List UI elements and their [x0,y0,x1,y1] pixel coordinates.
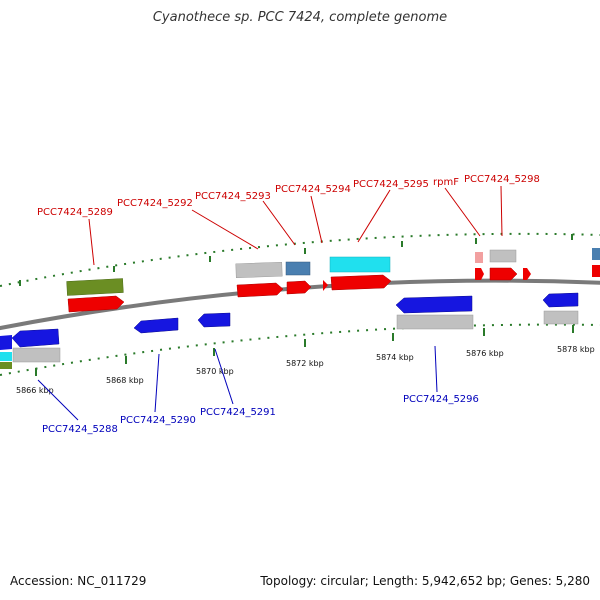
feature-olive[interactable] [66,278,124,296]
gene-label[interactable]: PCC7424_5290 [120,415,196,426]
ruler-outer-ticks [19,234,573,286]
gene-arrow-reverse[interactable] [395,295,473,314]
gene-arrow-forward[interactable] [330,274,392,291]
feature-red-edge[interactable] [592,265,600,277]
feature-gray[interactable] [489,249,517,263]
reverse-gene-labels: PCC7424_5288 PCC7424_5290 PCC7424_5291 P… [42,394,479,435]
gene-label[interactable]: rpmF [433,177,459,188]
gene-label[interactable]: PCC7424_5294 [275,184,351,195]
axis-tick-labels: 5866 kbp 5868 kbp 5870 kbp 5872 kbp 5874… [16,345,595,395]
gene-label[interactable]: PCC7424_5296 [403,394,479,405]
feature-cyan[interactable] [329,256,391,273]
gene-arrow-reverse[interactable] [542,292,579,308]
feature-steelblue[interactable] [592,248,600,260]
tick-label: 5872 kbp [286,359,324,368]
tick-label: 5866 kbp [16,386,54,395]
accession-label: Accession: NC_011729 [10,574,147,588]
gene-label[interactable]: PCC7424_5292 [117,198,193,209]
feature-gray[interactable] [235,261,283,279]
gene-label[interactable]: PCC7424_5298 [464,174,540,185]
gene-arrow-reverse[interactable] [133,317,179,334]
forward-gene-labels: PCC7424_5289 PCC7424_5292 PCC7424_5293 P… [37,174,540,218]
gene-arrow-forward[interactable] [236,282,284,298]
gene-arrow-forward-small[interactable] [475,268,484,280]
ruler-inner-ticks [35,325,574,376]
gene-label[interactable]: PCC7424_5288 [42,424,118,435]
gene-arrow-forward-small[interactable] [323,280,328,291]
gene-label[interactable]: PCC7424_5293 [195,191,271,202]
map-title: Cyanothece sp. PCC 7424, complete genome [152,10,448,25]
feature-pink[interactable] [475,252,483,263]
tick-label: 5868 kbp [106,376,144,385]
feature-gray[interactable] [396,314,474,330]
feature-gray[interactable] [543,310,579,325]
tick-label: 5878 kbp [557,345,595,354]
gene-arrow-forward[interactable] [489,267,518,281]
gene-label[interactable]: PCC7424_5295 [353,179,429,190]
gene-label[interactable]: PCC7424_5289 [37,207,113,218]
gene-arrow-forward[interactable] [67,295,125,313]
feature-steelblue[interactable] [285,261,311,276]
genome-summary: Topology: circular; Length: 5,942,652 bp… [260,574,590,588]
tick-label: 5874 kbp [376,353,414,362]
gene-label[interactable]: PCC7424_5291 [200,407,276,418]
tick-label: 5876 kbp [466,349,504,358]
reverse-leader-lines [37,345,438,421]
gene-arrow-reverse[interactable] [197,312,231,328]
gene-arrow-forward[interactable] [286,280,312,295]
gene-arrow-forward-small[interactable] [523,268,531,280]
gene-arrow-reverse[interactable] [0,335,12,350]
feature-gray[interactable] [12,347,61,363]
feature-cyan[interactable] [0,352,12,361]
gene-arrow-reverse[interactable] [11,328,60,348]
forward-leader-lines [88,185,503,266]
feature-olive[interactable] [0,362,12,369]
tick-label: 5870 kbp [196,367,234,376]
